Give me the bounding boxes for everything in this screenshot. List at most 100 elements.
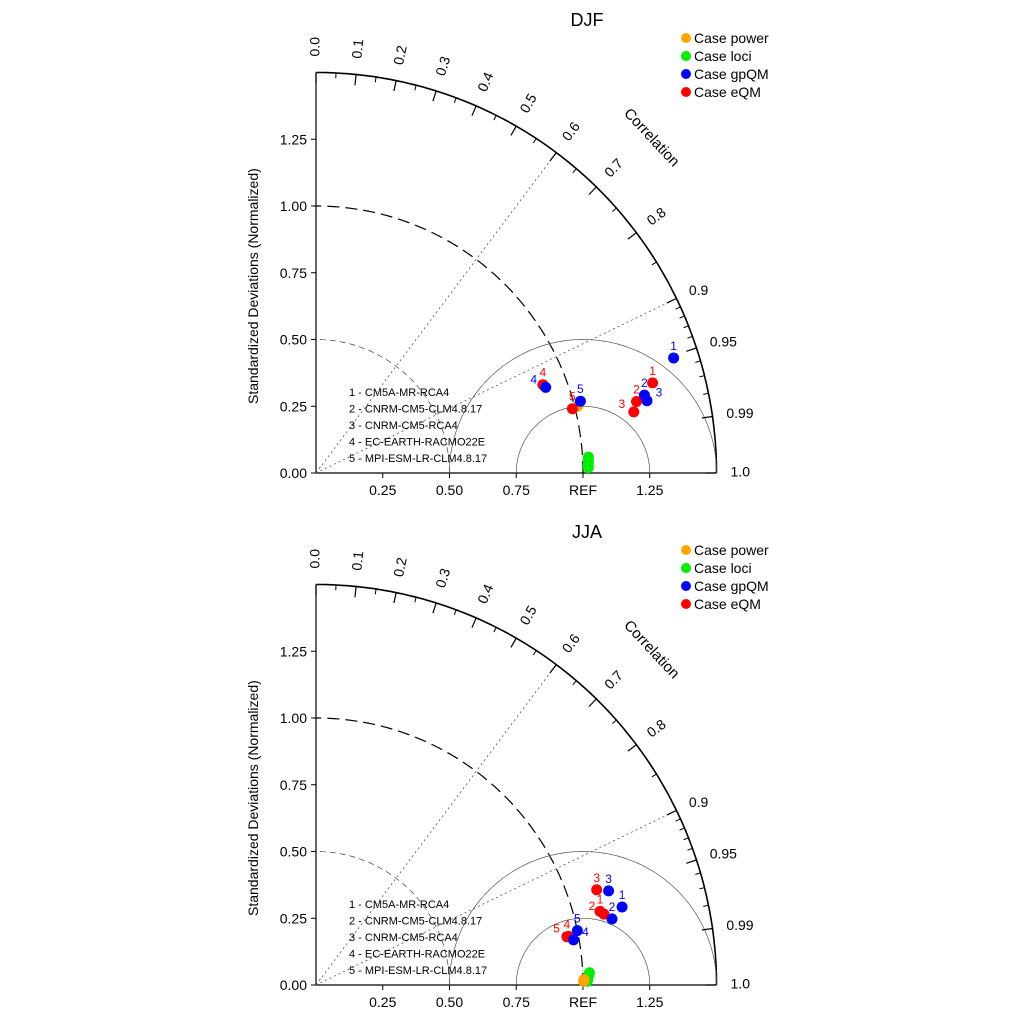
data-point-label: 4	[530, 372, 537, 386]
correlation-tick-label: 0.3	[432, 566, 453, 590]
x-tick-label: 1.25	[636, 994, 663, 1010]
correlation-minor-tick	[695, 360, 701, 363]
data-point	[571, 925, 583, 937]
x-tick-label: 1.25	[636, 482, 663, 498]
correlation-tick-label: 0.95	[710, 334, 737, 350]
legend-marker	[681, 33, 691, 43]
data-point-label: 1	[597, 892, 604, 906]
rms-arc	[515, 917, 651, 986]
model-list-item: 3 - CNRM-CM5-RCA4	[349, 932, 458, 944]
data-point-label: 2	[641, 376, 648, 390]
data-point-label: 4	[564, 918, 571, 932]
correlation-tick-label: 0.0	[307, 37, 323, 57]
data-point	[603, 885, 615, 897]
data-point-label: 2	[633, 383, 640, 397]
correlation-axis-label: Correlation	[620, 105, 682, 170]
correlation-minor-tick	[414, 85, 417, 91]
data-point	[606, 913, 618, 925]
x-tick-label: 0.75	[503, 994, 530, 1010]
panel-djf: 0.0 0.1 0.2 0.3 0.4 0.5 0.6 0.7 0.8 0.9 0.95 0.99 1.…	[245, 10, 769, 498]
correlation-tick-label: 0.8	[644, 204, 669, 229]
correlation-tick-label: 0.4	[474, 70, 497, 94]
correlation-major-tick	[686, 859, 697, 864]
data-point-label: 3	[605, 872, 612, 886]
correlation-major-tick	[627, 232, 637, 240]
correlation-major-tick	[432, 602, 437, 614]
correlation-tick-label: 0.99	[726, 405, 753, 421]
sd-ref-arc	[316, 717, 584, 985]
model-list-item: 1 - CM5A-MR-RCA4	[349, 899, 449, 911]
correlation-major-tick	[432, 90, 437, 102]
correlation-minor-tick	[453, 97, 457, 104]
data-point	[582, 462, 594, 474]
model-list-item: 4 - EC-EARTH-RACMO22E	[349, 437, 485, 449]
data-point-label: 1	[649, 364, 656, 378]
correlation-minor-tick	[651, 773, 657, 778]
correlation-major-tick	[510, 125, 517, 136]
correlation-tick-label: 0.8	[644, 716, 669, 741]
chart-title: JJA	[572, 522, 602, 542]
outer-correlation-arc	[316, 71, 718, 473]
correlation-minor-tick	[453, 609, 457, 616]
correlation-tick-label: 0.5	[516, 91, 540, 116]
y-tick-label: 0.50	[280, 332, 307, 348]
data-point	[540, 381, 552, 393]
correlation-major-tick	[354, 74, 357, 86]
legend-label: Case loci	[694, 560, 752, 576]
correlation-major-tick	[701, 927, 713, 931]
correlation-tick-label: 1.0	[731, 976, 751, 992]
correlation-tick-label: 0.7	[601, 155, 626, 180]
data-point-label: 3	[618, 397, 625, 411]
y-tick-label: 0.00	[280, 465, 307, 481]
correlation-tick-label: 0.1	[348, 38, 366, 59]
correlation-gridline	[315, 810, 677, 986]
correlation-minor-tick	[612, 719, 617, 725]
data-point-label: 5	[577, 382, 584, 396]
correlation-minor-tick	[699, 887, 705, 890]
correlation-minor-tick	[679, 827, 685, 831]
correlation-tick-label: 0.3	[432, 54, 453, 78]
data-point	[566, 403, 578, 415]
correlation-major-tick	[666, 297, 677, 304]
data-point	[647, 377, 659, 389]
correlation-minor-tick	[703, 392, 709, 395]
x-tick-label: 0.25	[369, 482, 396, 498]
correlation-major-tick	[666, 809, 677, 816]
y-tick-label: 0.25	[280, 398, 307, 414]
correlation-major-tick	[393, 592, 397, 604]
correlation-tick-label: 0.9	[689, 282, 709, 298]
correlation-major-tick	[510, 637, 517, 648]
rms-arc	[449, 339, 717, 473]
legend-marker	[681, 563, 691, 573]
legend-marker	[681, 51, 691, 61]
data-point	[628, 406, 640, 418]
data-point-label: 4	[582, 925, 589, 939]
correlation-gridline	[315, 664, 557, 986]
correlation-gridline	[315, 152, 557, 474]
correlation-major-tick	[627, 744, 637, 752]
data-point-label: 3	[593, 871, 600, 885]
model-list-item: 2 - CNRM-CM5-CLM4.8.17	[349, 404, 482, 416]
correlation-tick-label: 0.2	[390, 556, 410, 578]
model-list-item: 5 - MPI-ESM-LR-CLM4.8.17	[349, 453, 487, 465]
data-point	[631, 396, 642, 407]
y-tick-label: 1.25	[280, 643, 307, 659]
correlation-tick-label: 0.7	[601, 667, 626, 692]
data-point	[574, 395, 586, 407]
data-point-label: 1	[670, 339, 677, 353]
correlation-major-tick	[686, 347, 697, 352]
correlation-major-tick	[701, 415, 713, 419]
outer-correlation-arc	[316, 583, 718, 985]
sd-half-arc	[316, 339, 450, 473]
correlation-gridline	[315, 298, 677, 474]
rms-arc	[449, 851, 717, 985]
sd-ref-arc	[316, 205, 584, 473]
correlation-major-tick	[471, 617, 477, 628]
correlation-major-tick	[354, 586, 357, 598]
x-tick-label: 0.75	[503, 482, 530, 498]
data-point-label: 5	[553, 921, 560, 935]
correlation-tick-label: 1.0	[731, 464, 751, 480]
